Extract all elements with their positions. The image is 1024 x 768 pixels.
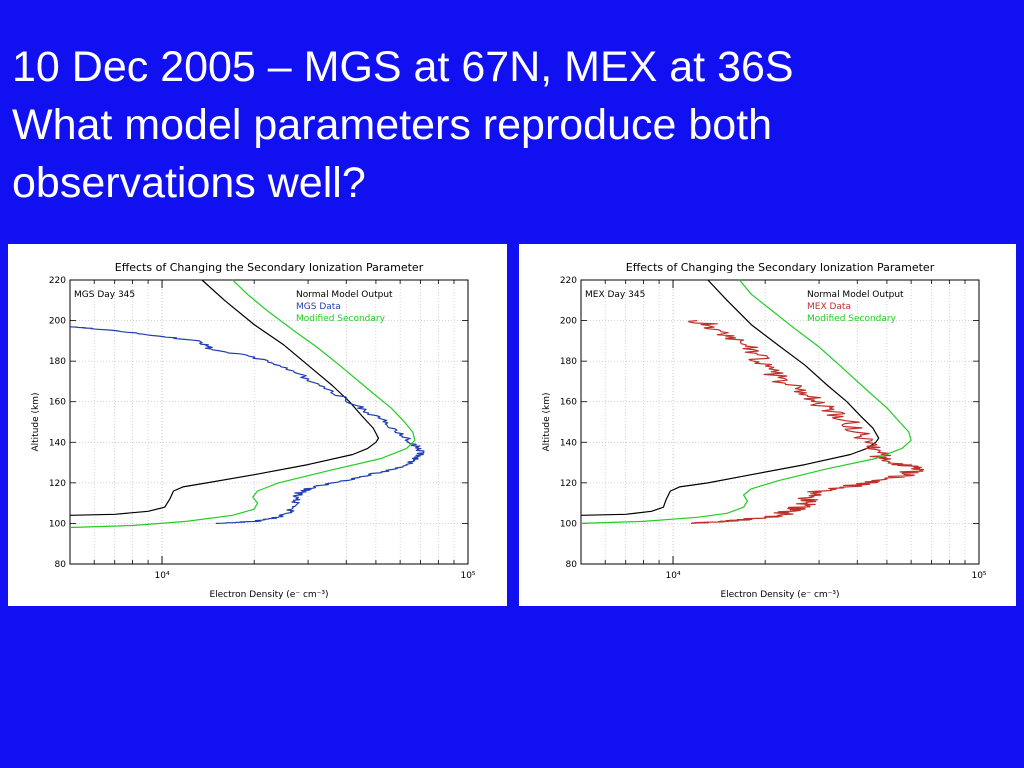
mex-chart-panel: Effects of Changing the Secondary Ioniza… xyxy=(519,244,1016,606)
y-tick-label: 200 xyxy=(49,317,66,327)
chart-annotation: MEX Day 345 xyxy=(585,290,645,300)
y-tick-label: 160 xyxy=(560,398,577,408)
legend-entry: Normal Model Output xyxy=(296,290,393,300)
y-axis-label: Altitude (km) xyxy=(542,392,552,451)
legend-entry: Normal Model Output xyxy=(807,290,904,300)
legend-entry: MGS Data xyxy=(296,302,341,312)
legend-entry: Modified Secondary xyxy=(296,314,386,324)
y-tick-label: 120 xyxy=(560,479,577,489)
y-tick-label: 160 xyxy=(49,398,66,408)
chart-title: Effects of Changing the Secondary Ioniza… xyxy=(626,261,935,274)
y-tick-label: 100 xyxy=(560,519,577,529)
y-tick-label: 180 xyxy=(49,357,66,367)
y-tick-label: 120 xyxy=(49,479,66,489)
y-tick-label: 220 xyxy=(49,276,66,286)
plot-frame xyxy=(580,279,980,565)
y-tick-label: 80 xyxy=(566,560,578,570)
series-line xyxy=(687,320,924,524)
chart-annotation: MGS Day 345 xyxy=(74,290,135,300)
title-line-1: 10 Dec 2005 – MGS at 67N, MEX at 36S xyxy=(12,43,794,91)
title-line-2: What model parameters reproduce both xyxy=(12,101,773,149)
y-tick-label: 100 xyxy=(49,519,66,529)
x-axis-label: Electron Density (e⁻ cm⁻³) xyxy=(209,590,328,600)
series-line xyxy=(69,279,416,529)
series-line xyxy=(69,326,425,524)
x-axis-label: Electron Density (e⁻ cm⁻³) xyxy=(720,590,839,600)
mgs-chart-panel: Effects of Changing the Secondary Ioniza… xyxy=(8,244,507,606)
x-tick-label: 10⁵ xyxy=(971,571,986,581)
y-tick-label: 180 xyxy=(560,357,577,367)
y-tick-label: 140 xyxy=(560,438,577,448)
y-tick-label: 80 xyxy=(55,560,67,570)
mgs-chart: Effects of Changing the Secondary Ioniza… xyxy=(31,261,476,600)
chart-title: Effects of Changing the Secondary Ioniza… xyxy=(115,261,424,274)
y-tick-label: 200 xyxy=(560,317,577,327)
x-tick-label: 10⁴ xyxy=(666,571,681,581)
plot-frame xyxy=(69,279,469,565)
y-tick-label: 220 xyxy=(560,276,577,286)
x-tick-label: 10⁵ xyxy=(460,571,475,581)
legend-entry: MEX Data xyxy=(807,302,851,312)
y-tick-label: 140 xyxy=(49,438,66,448)
x-tick-label: 10⁴ xyxy=(155,571,170,581)
series-line xyxy=(69,279,380,516)
series-line xyxy=(580,279,912,524)
legend-entry: Modified Secondary xyxy=(807,314,897,324)
y-axis-label: Altitude (km) xyxy=(31,392,41,451)
mex-chart: Effects of Changing the Secondary Ioniza… xyxy=(542,261,987,600)
slide-title: 10 Dec 2005 – MGS at 67N, MEX at 36S Wha… xyxy=(12,38,1012,212)
title-line-3: observations well? xyxy=(12,159,366,207)
